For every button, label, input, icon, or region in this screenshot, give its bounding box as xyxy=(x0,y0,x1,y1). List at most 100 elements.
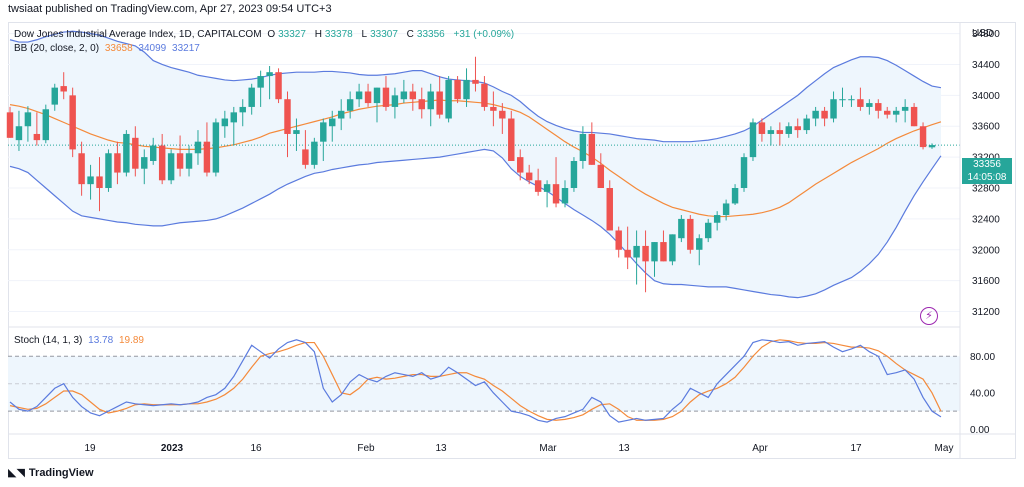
close-value: 33356 xyxy=(416,29,445,40)
stoch-label[interactable]: Stoch (14, 1, 3) xyxy=(14,335,83,346)
candle-body xyxy=(928,145,936,148)
candle-body xyxy=(239,106,246,113)
candle-body xyxy=(150,145,157,161)
candle-body xyxy=(293,130,300,134)
candle-body xyxy=(284,99,291,134)
stoch-axis: 0.00 40.00 80.00 xyxy=(970,352,995,436)
candle-body xyxy=(212,122,220,173)
candle-body xyxy=(266,72,273,77)
candle-body xyxy=(642,245,649,262)
candle-body xyxy=(857,99,864,107)
candlestick-series xyxy=(6,56,936,293)
candle-body xyxy=(713,215,721,223)
candle-body xyxy=(203,141,211,173)
candle-body xyxy=(696,238,703,250)
candle-body xyxy=(141,157,148,169)
price-tick-label: 34800 xyxy=(972,29,1000,40)
candle-body xyxy=(454,79,461,100)
candle-body xyxy=(194,141,202,154)
bb-label[interactable]: BB (20, close, 2, 0) xyxy=(14,43,100,54)
candle-body xyxy=(355,91,363,100)
candle-body xyxy=(463,79,470,100)
low-label: L xyxy=(361,29,368,40)
price-tick-label: 31600 xyxy=(972,276,1000,287)
candle-body xyxy=(302,149,309,165)
candle-body xyxy=(221,118,229,127)
time-tick-label: 16 xyxy=(250,443,262,454)
candle-body xyxy=(579,133,587,161)
time-tick-label: 2023 xyxy=(161,443,184,454)
symbol-name[interactable]: Dow Jones Industrial Average Index, 1D, … xyxy=(14,29,262,40)
candle-body xyxy=(543,184,551,192)
stoch-tick-label: 40.00 xyxy=(970,388,995,399)
candle-body xyxy=(740,157,748,189)
candle-body xyxy=(257,76,264,88)
candle-body xyxy=(132,137,139,169)
candle-body xyxy=(329,118,336,127)
candle-body xyxy=(445,79,452,119)
candle-body xyxy=(848,99,855,101)
time-axis: 19 2023 16 Feb 13 Mar 13 Apr 17 May xyxy=(84,443,953,454)
time-tick-label: Apr xyxy=(752,443,768,454)
candle-body xyxy=(105,153,112,189)
price-tick-label: 34000 xyxy=(972,91,1000,102)
candle-body xyxy=(866,103,873,107)
price-tick-label: 32800 xyxy=(972,184,1000,195)
lightning-icon[interactable]: ⚡ xyxy=(920,307,938,325)
candle-body xyxy=(651,242,658,262)
candle-body xyxy=(42,109,50,141)
candle-body xyxy=(517,157,524,173)
candle-body xyxy=(570,160,578,189)
price-tick-label: 31200 xyxy=(972,307,1000,318)
candle-body xyxy=(185,153,193,169)
candle-body xyxy=(320,122,327,142)
bollinger-legend: BB (20, close, 2, 0) 33658 34099 33217 xyxy=(14,43,203,54)
price-tick-label: 34400 xyxy=(972,60,1000,71)
stoch-k-value: 13.78 xyxy=(88,335,114,346)
time-tick-label: 17 xyxy=(850,443,862,454)
candle-body xyxy=(382,87,390,107)
high-value: 33378 xyxy=(324,29,353,40)
time-tick-label: Feb xyxy=(357,443,375,454)
candle-body xyxy=(597,164,605,189)
candle-body xyxy=(561,188,569,204)
candle-body xyxy=(311,141,318,165)
last-price: 33356 xyxy=(973,159,1001,170)
candle-body xyxy=(731,188,739,204)
candle-body xyxy=(391,95,399,107)
candle-body xyxy=(481,83,488,107)
stoch-tick-label: 0.00 xyxy=(970,425,990,436)
candle-body xyxy=(821,110,828,119)
candle-body xyxy=(400,91,408,100)
bb-upper-value: 34099 xyxy=(138,43,167,54)
candle-body xyxy=(418,99,425,110)
open-label: O xyxy=(267,29,276,40)
time-tick-label: 13 xyxy=(435,443,447,454)
candle-body xyxy=(123,133,130,173)
close-label: C xyxy=(406,29,414,40)
candle-body xyxy=(552,184,560,204)
low-value: 33307 xyxy=(370,29,398,40)
candle-body xyxy=(346,99,354,111)
candle-body xyxy=(910,106,918,127)
candle-body xyxy=(919,126,927,148)
candle-body xyxy=(87,176,94,185)
candle-body xyxy=(508,118,515,161)
candle-body xyxy=(427,91,434,110)
candle-body xyxy=(633,245,640,258)
candle-body xyxy=(364,91,372,104)
stoch-tick-label: 80.00 xyxy=(970,352,995,363)
footer-brand[interactable]: ◣◥ TradingView xyxy=(8,466,94,479)
candle-body xyxy=(830,99,837,119)
candle-body xyxy=(588,133,596,165)
brand-label: TradingView xyxy=(28,467,94,479)
candle-body xyxy=(660,242,667,262)
candle-body xyxy=(767,130,775,134)
candle-body xyxy=(794,126,801,131)
candle-body xyxy=(51,87,58,105)
candle-body xyxy=(33,133,41,141)
time-tick-label: 19 xyxy=(84,443,96,454)
time-tick-label: Mar xyxy=(539,443,557,454)
candle-body xyxy=(776,130,784,134)
